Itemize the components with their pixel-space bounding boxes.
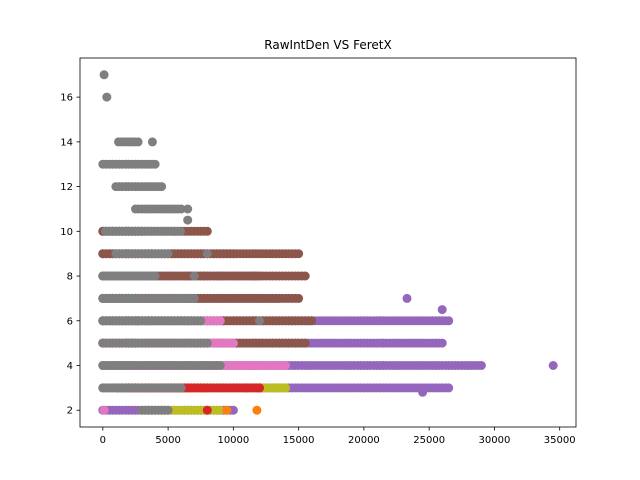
data-point-gray (183, 204, 193, 214)
data-point-purple (476, 361, 486, 370)
data-point-olive (281, 383, 291, 393)
y-tick-label: 10 (60, 227, 73, 238)
data-point-red (255, 383, 264, 393)
data-point-pink (281, 361, 291, 370)
x-tick-label: 25000 (413, 435, 445, 446)
data-point-brown (300, 271, 310, 281)
y-tick-label: 12 (60, 182, 73, 193)
data-point-purple (402, 293, 412, 303)
data-point-gray (163, 405, 173, 415)
data-point-purple (548, 361, 558, 370)
data-point-brown (294, 249, 304, 259)
data-point-brown (202, 226, 212, 236)
data-point-gray (99, 70, 109, 80)
data-point-brown (294, 293, 304, 303)
data-point-gray (102, 92, 112, 102)
data-point-gray (189, 271, 199, 281)
data-point-purple (444, 383, 454, 393)
data-point-gray (196, 316, 206, 326)
data-point-gray (176, 383, 186, 393)
chart-title: RawIntDen VS FeretX (264, 38, 391, 52)
data-point-orange (252, 405, 262, 415)
data-point-gray (215, 361, 225, 370)
data-point-gray (133, 137, 143, 147)
data-point-gray (255, 316, 264, 326)
x-tick-label: 5000 (155, 435, 180, 446)
y-tick-label: 6 (67, 316, 73, 327)
data-point-purple (437, 305, 447, 315)
x-tick-label: 15000 (283, 435, 315, 446)
y-tick-label: 4 (67, 361, 73, 372)
x-tick-label: 10000 (217, 435, 249, 446)
data-point-brown (300, 338, 310, 348)
data-point-gray (163, 249, 173, 259)
x-tick-label: 20000 (348, 435, 380, 446)
data-point-orange (222, 405, 232, 415)
data-point-gray (189, 293, 199, 303)
y-tick-label: 16 (60, 93, 73, 104)
data-point-purple (418, 387, 428, 397)
data-point-gray (150, 159, 160, 169)
y-tick-label: 2 (67, 406, 73, 417)
data-point-gray (157, 182, 167, 192)
plot-frame (79, 57, 577, 428)
data-point-olive (215, 405, 225, 415)
y-tick-label: 14 (60, 137, 73, 148)
data-point-gray (202, 249, 212, 259)
data-point-red (202, 405, 212, 415)
data-point-pink (99, 405, 109, 415)
data-point-purple (444, 316, 454, 326)
y-tick-label: 8 (67, 272, 73, 283)
data-point-gray (147, 137, 157, 147)
data-points (98, 70, 558, 415)
data-point-gray (183, 215, 193, 225)
axes: 0 5000 10000 15000 20000 25000 30000 35000 2 4 6 8 1… (60, 57, 577, 446)
x-tick-label: 35000 (544, 435, 576, 446)
data-point-pink (228, 338, 238, 348)
data-point-gray (176, 204, 186, 214)
data-point-pink (215, 316, 225, 326)
data-point-gray (150, 271, 160, 281)
data-point-brown (307, 316, 317, 326)
data-point-gray (170, 226, 180, 236)
x-tick-label: 30000 (479, 435, 511, 446)
data-point-gray (202, 338, 212, 348)
x-tick-label: 0 (100, 435, 106, 446)
data-point-purple (228, 405, 238, 415)
data-point-purple (437, 338, 447, 348)
